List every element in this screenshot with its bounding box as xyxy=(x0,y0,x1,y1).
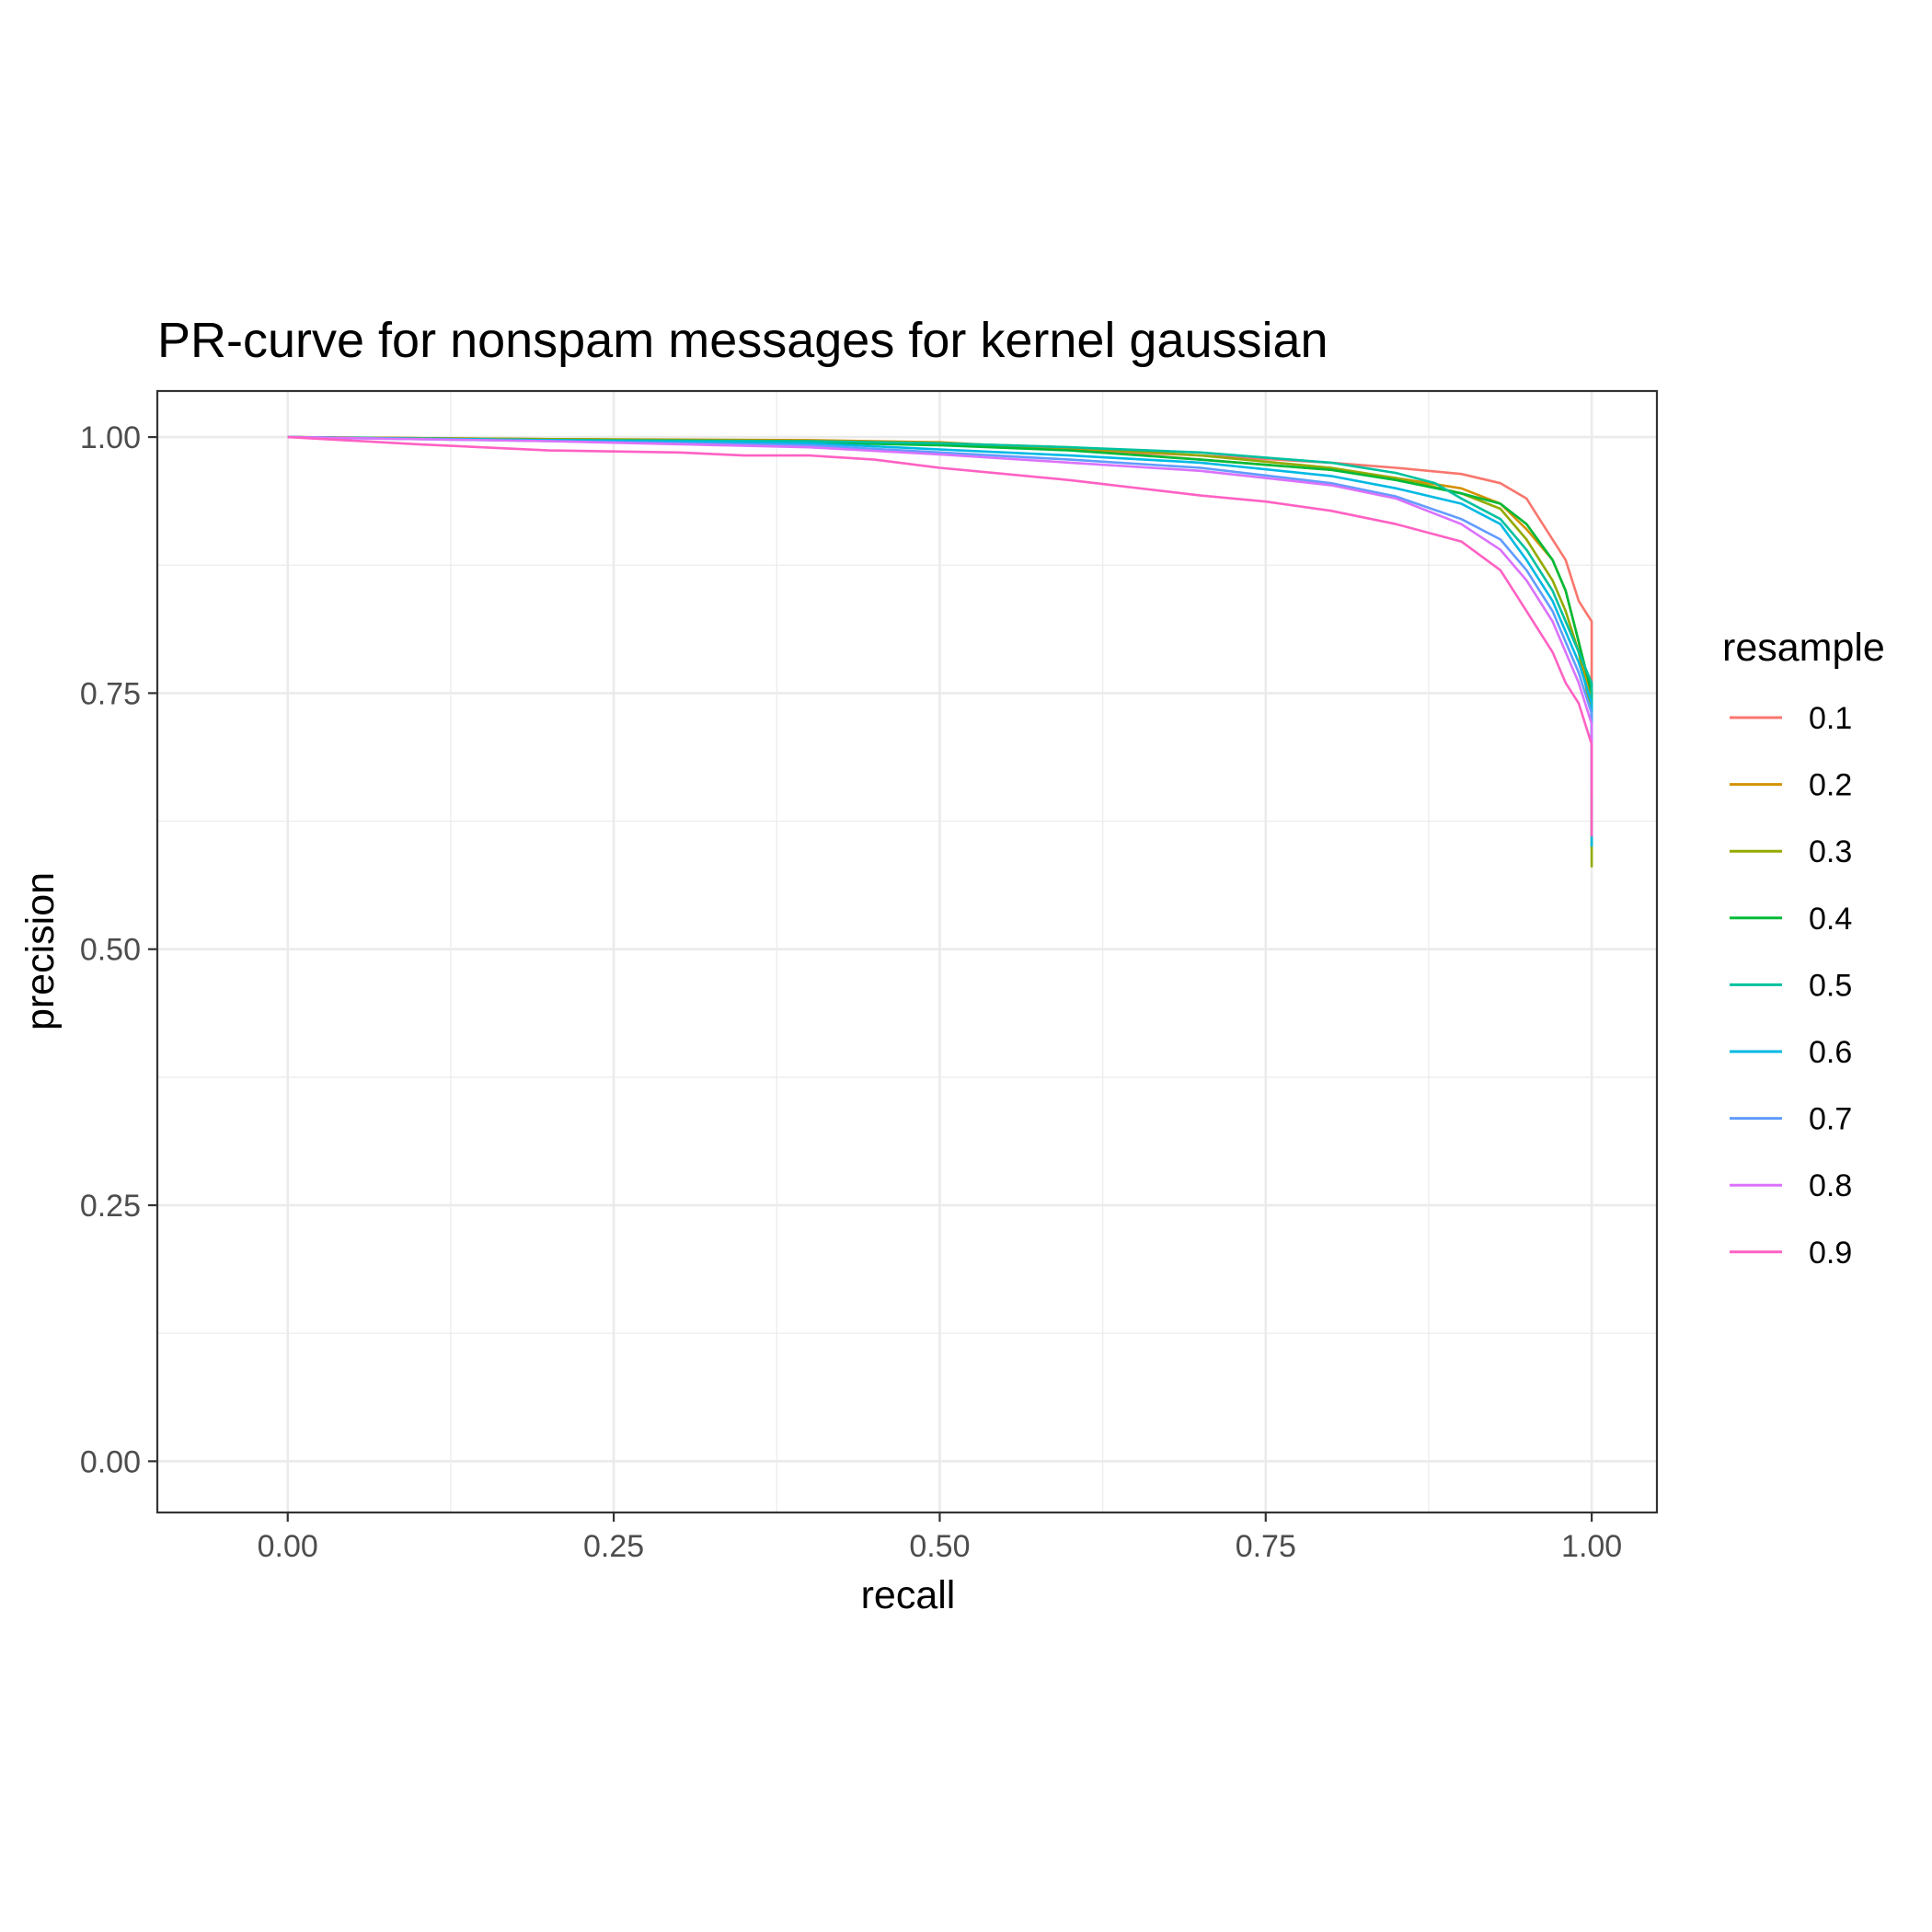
legend-items: 0.1 0.2 0.3 0.4 0.5 0.6 0.7 0.8 0.9 xyxy=(1730,701,1852,1271)
y-tick-label: 0.00 xyxy=(80,1444,141,1479)
series-line-0.4 xyxy=(287,435,1593,796)
x-tick-label: 0.25 xyxy=(583,1529,644,1564)
legend-label-0.3: 0.3 xyxy=(1809,834,1852,869)
legend-label-0.5: 0.5 xyxy=(1809,968,1852,1003)
legend-title: resample xyxy=(1722,626,1885,670)
series-line-0.9 xyxy=(287,435,1593,837)
x-tick-label: 0.50 xyxy=(909,1529,970,1564)
minor-gridlines xyxy=(157,391,1657,1512)
y-tick-label: 1.00 xyxy=(80,420,141,455)
series-line-0.7 xyxy=(287,435,1593,786)
x-axis-ticks: 0.00 0.25 0.50 0.75 1.00 xyxy=(258,1512,1622,1564)
x-tick-label: 1.00 xyxy=(1561,1529,1622,1564)
y-axis-ticks: 0.00 0.25 0.50 0.75 1.00 xyxy=(80,420,157,1479)
x-tick-label: 0.00 xyxy=(258,1529,318,1564)
legend-label-0.7: 0.7 xyxy=(1809,1102,1852,1137)
y-tick-label: 0.75 xyxy=(80,676,141,711)
legend-label-0.6: 0.6 xyxy=(1809,1035,1852,1070)
legend: resample 0.1 0.2 0.3 0.4 0.5 0.6 0.7 0.8 0.9 xyxy=(1722,626,1885,1271)
x-axis-title: recall xyxy=(861,1573,956,1617)
legend-label-0.2: 0.2 xyxy=(1809,768,1852,803)
series-lines xyxy=(287,435,1593,868)
major-gridlines xyxy=(157,391,1657,1512)
series-line-0.6 xyxy=(287,435,1593,847)
series-line-0.5 xyxy=(287,435,1593,786)
chart-title: PR-curve for nonspam messages for kernel… xyxy=(157,313,1328,368)
y-tick-label: 0.25 xyxy=(80,1189,141,1224)
y-tick-label: 0.50 xyxy=(80,933,141,968)
legend-label-0.1: 0.1 xyxy=(1809,701,1852,736)
legend-label-0.4: 0.4 xyxy=(1809,902,1852,937)
panel-border xyxy=(155,389,1659,1514)
x-tick-label: 0.75 xyxy=(1236,1529,1296,1564)
legend-label-0.9: 0.9 xyxy=(1809,1236,1852,1271)
legend-label-0.8: 0.8 xyxy=(1809,1168,1852,1203)
y-axis-title: precision xyxy=(18,872,63,1030)
series-line-0.8 xyxy=(287,435,1593,796)
